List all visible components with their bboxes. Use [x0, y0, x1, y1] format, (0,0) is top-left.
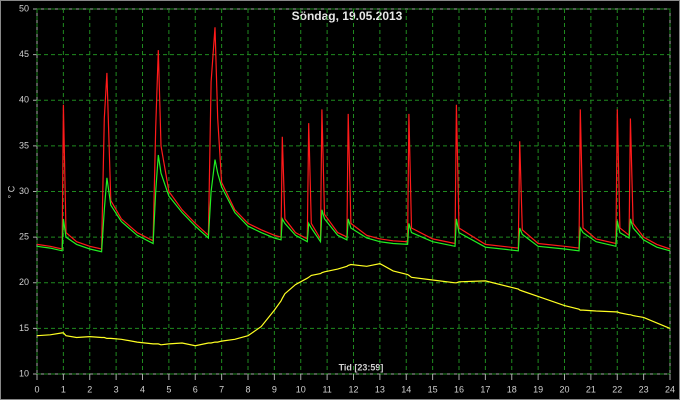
y-tick-label: 10	[19, 368, 29, 378]
x-tick-label: 3	[114, 384, 119, 394]
x-tick-label: 2	[87, 384, 92, 394]
x-tick-label: 6	[193, 384, 198, 394]
x-axis-label: Tid [23:59]	[339, 362, 384, 372]
x-tick-label: 11	[322, 384, 331, 394]
y-tick-label: 40	[19, 95, 29, 105]
series-line	[36, 262, 671, 347]
x-tick-label: 18	[507, 384, 517, 394]
x-tick-label: 7	[219, 384, 224, 394]
x-tick-label: 20	[559, 384, 569, 394]
x-tick-label: 12	[348, 384, 358, 394]
x-tick-label: 8	[245, 384, 250, 394]
x-tick-label: 0	[34, 384, 39, 394]
series-line	[36, 154, 671, 253]
x-tick-label: 17	[480, 384, 490, 394]
y-tick-label: 30	[19, 186, 29, 196]
x-tick-label: 9	[272, 384, 277, 394]
y-axis-label: ° C	[6, 185, 16, 198]
y-tick-label: 20	[19, 277, 29, 287]
y-tick-label: 45	[19, 49, 29, 59]
series-line	[36, 27, 671, 250]
y-tick-label: 25	[19, 232, 29, 242]
x-tick-label: 19	[533, 384, 543, 394]
x-tick-label: 24	[665, 384, 675, 394]
y-tick-label: 50	[19, 3, 29, 13]
x-tick-label: 1	[61, 384, 66, 394]
y-tick-label: 15	[19, 323, 29, 333]
x-tick-label: 16	[454, 384, 464, 394]
x-tick-label: 14	[401, 384, 411, 394]
x-tick-label: 10	[296, 384, 306, 394]
y-tick-label: 35	[19, 140, 29, 150]
x-tick-label: 21	[586, 384, 596, 394]
x-tick-label: 15	[428, 384, 438, 394]
x-tick-label: 5	[166, 384, 171, 394]
x-tick-label: 23	[639, 384, 649, 394]
x-tick-label: 4	[140, 384, 145, 394]
x-tick-label: 22	[612, 384, 622, 394]
chart-title: Söndag, 19.05.2013	[292, 9, 403, 23]
x-tick-label: 13	[375, 384, 385, 394]
